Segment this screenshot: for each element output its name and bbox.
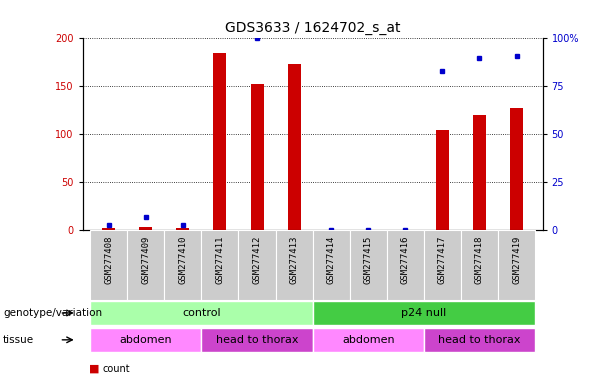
Text: GSM277411: GSM277411 [215, 235, 224, 284]
Bar [498, 230, 535, 300]
Text: GSM277415: GSM277415 [364, 235, 373, 284]
Text: GSM277416: GSM277416 [401, 235, 410, 284]
Text: tissue: tissue [3, 335, 34, 345]
Text: GSM277413: GSM277413 [289, 235, 299, 284]
Bar [276, 230, 313, 300]
Bar [90, 301, 313, 325]
Text: control: control [182, 308, 221, 318]
Bar [164, 230, 202, 300]
Text: abdomen: abdomen [342, 335, 395, 345]
Bar [287, 64, 300, 230]
Bar [128, 230, 164, 300]
Bar [313, 301, 535, 325]
Text: ■: ■ [89, 364, 99, 374]
Title: GDS3633 / 1624702_s_at: GDS3633 / 1624702_s_at [225, 21, 400, 35]
Bar [238, 230, 276, 300]
Text: count: count [102, 364, 130, 374]
Bar [424, 230, 461, 300]
Bar [473, 115, 486, 230]
Text: abdomen: abdomen [120, 335, 172, 345]
Bar [90, 328, 202, 352]
Text: GSM277414: GSM277414 [327, 235, 336, 284]
Bar [461, 230, 498, 300]
Bar [436, 129, 449, 230]
Bar [251, 84, 264, 230]
Text: GSM277412: GSM277412 [253, 235, 262, 284]
Text: head to thorax: head to thorax [216, 335, 299, 345]
Bar [102, 228, 115, 230]
Bar [213, 53, 226, 230]
Text: GSM277419: GSM277419 [512, 235, 521, 284]
Bar [510, 108, 523, 230]
Text: GSM277410: GSM277410 [178, 235, 188, 284]
Bar [202, 328, 313, 352]
Bar [387, 230, 424, 300]
Bar [349, 230, 387, 300]
Bar [424, 328, 535, 352]
Text: genotype/variation: genotype/variation [3, 308, 102, 318]
Text: GSM277418: GSM277418 [475, 235, 484, 284]
Bar [90, 230, 128, 300]
Bar [139, 227, 152, 230]
Text: p24 null: p24 null [402, 308, 446, 318]
Text: head to thorax: head to thorax [438, 335, 520, 345]
Text: GSM277409: GSM277409 [141, 235, 150, 284]
Bar [177, 227, 189, 230]
Bar [202, 230, 238, 300]
Text: GSM277408: GSM277408 [104, 235, 113, 284]
Text: GSM277417: GSM277417 [438, 235, 447, 284]
Bar [313, 230, 349, 300]
Bar [313, 328, 424, 352]
